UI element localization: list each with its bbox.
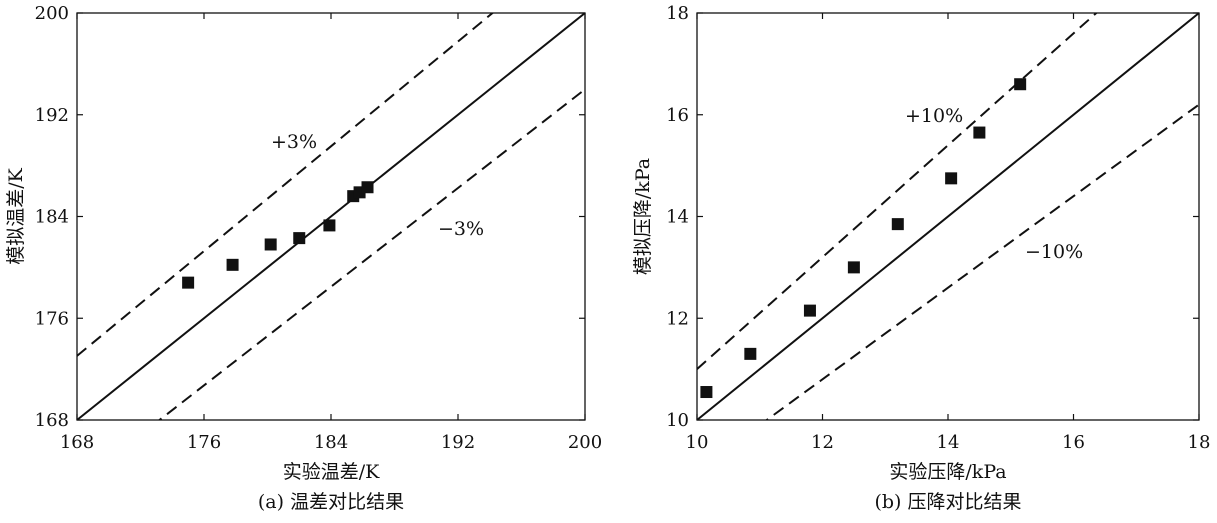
- y-tick-label: 14: [666, 207, 689, 228]
- lower-band-line: [765, 103, 1199, 420]
- data-point: [226, 258, 239, 271]
- x-tick-label: 10: [686, 432, 709, 453]
- y-tick-label: 192: [35, 105, 69, 126]
- data-point: [803, 304, 816, 317]
- y-tick-label: 18: [666, 3, 689, 24]
- x-axis-title: 实验压降/kPa: [889, 461, 1006, 483]
- data-point: [1014, 78, 1027, 91]
- upper-band-line: [77, 13, 495, 357]
- x-tick-label: 192: [441, 432, 475, 453]
- data-point: [847, 261, 860, 274]
- data-point: [182, 276, 195, 289]
- panel-b-pressure-drop: 10 12 14 16 18 10 12 14 16 18 +10% −10% 实验压降/kPa 模拟压降…: [632, 3, 1211, 513]
- data-point: [700, 386, 713, 399]
- data-point: [891, 218, 904, 231]
- x-tick-label: 14: [937, 432, 960, 453]
- upper-band-label: +3%: [271, 131, 317, 153]
- upper-band-line: [697, 13, 1098, 370]
- x-tick-label: 16: [1062, 432, 1085, 453]
- data-point: [264, 238, 277, 251]
- identity-line: [697, 13, 1199, 420]
- y-axis-title: 模拟温差/K: [5, 167, 27, 264]
- identity-line: [77, 13, 585, 420]
- panel-caption: (b) 压降对比结果: [874, 491, 1021, 513]
- x-tick-label: 176: [187, 432, 221, 453]
- x-tick-label: 168: [60, 432, 94, 453]
- y-tick-label: 10: [666, 410, 689, 431]
- data-point: [293, 232, 306, 245]
- y-tick-label: 176: [35, 308, 69, 329]
- y-tick-label: 16: [666, 105, 689, 126]
- panel-a-temperature-difference: 168 176 184 192 200 168 176 184 192 200 +3% −3% 实验温差…: [5, 3, 602, 513]
- data-point: [361, 181, 374, 194]
- y-tick-label: 200: [35, 3, 69, 24]
- lower-band-label: −3%: [438, 218, 484, 240]
- y-tick-label: 12: [666, 308, 689, 329]
- x-tick-label: 184: [314, 432, 348, 453]
- x-tick-label: 12: [811, 432, 834, 453]
- data-point: [945, 172, 958, 185]
- x-tick-label: 18: [1188, 432, 1211, 453]
- x-tick-label: 200: [568, 432, 602, 453]
- lower-band-label: −10%: [1025, 241, 1083, 263]
- x-axis-title: 实验温差/K: [283, 461, 380, 483]
- upper-band-label: +10%: [905, 105, 963, 127]
- y-tick-label: 184: [35, 207, 69, 228]
- y-axis-title: 模拟压降/kPa: [632, 158, 654, 275]
- data-point: [744, 347, 757, 360]
- y-tick-label: 168: [35, 410, 69, 431]
- panel-caption: (a) 温差对比结果: [258, 491, 404, 513]
- data-point: [323, 219, 336, 232]
- data-point: [973, 126, 986, 139]
- lower-band-line: [157, 88, 585, 420]
